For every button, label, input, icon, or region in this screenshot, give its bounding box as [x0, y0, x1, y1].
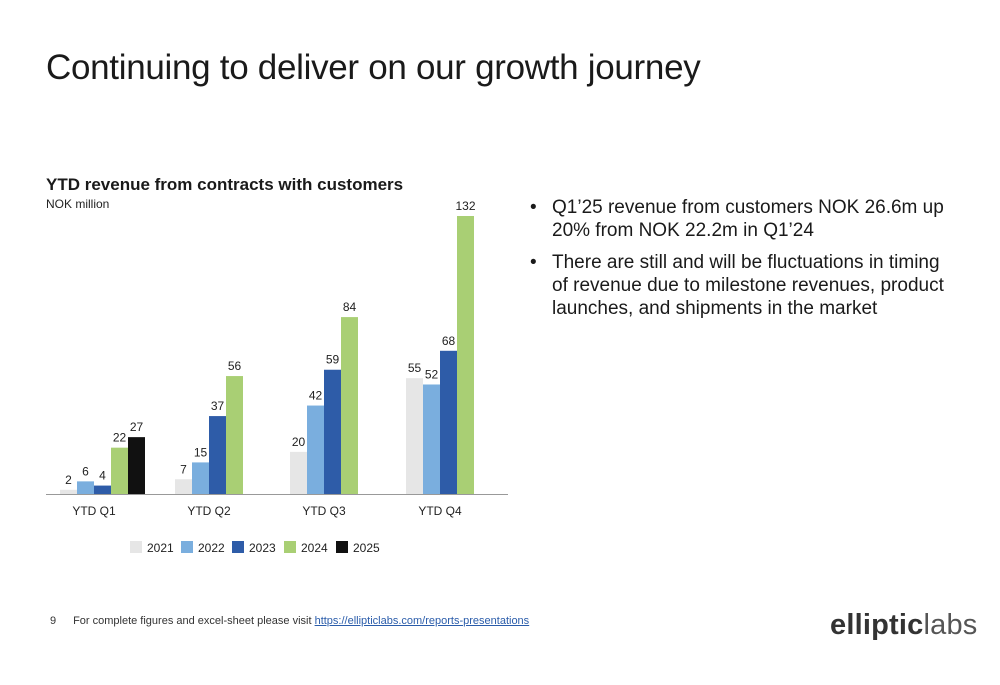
data-label: 59 [326, 353, 340, 367]
x-tick-label: YTD Q2 [187, 504, 231, 518]
chart-title: YTD revenue from contracts with customer… [46, 175, 404, 194]
data-label: 52 [425, 367, 439, 381]
data-label: 56 [228, 359, 242, 373]
legend-label: 2021 [147, 541, 174, 555]
legend-label: 2022 [198, 541, 225, 555]
data-label: 22 [113, 431, 127, 445]
logo-part-elliptic: elliptic [830, 609, 924, 641]
footer: 9 For complete figures and excel-sheet p… [50, 615, 529, 627]
logo-part-labs: labs [923, 609, 978, 641]
data-label: 27 [130, 420, 144, 434]
x-tick-label: YTD Q1 [72, 504, 116, 518]
bar-2021-1 [175, 479, 192, 494]
data-label: 2 [65, 473, 72, 487]
reports-link[interactable]: https://ellipticlabs.com/reports-present… [314, 615, 530, 627]
bar-2022-0 [77, 481, 94, 494]
bar-2024-1 [226, 376, 243, 494]
bar-2023-0 [94, 485, 111, 494]
data-label: 42 [309, 389, 323, 403]
page-number: 9 [50, 615, 57, 627]
ellipticlabs-logo: ellipticlabs [830, 609, 977, 642]
legend-swatch-2023 [232, 541, 244, 553]
legend-swatch-2025 [336, 541, 348, 553]
data-label: 55 [408, 361, 422, 375]
data-label: 37 [211, 399, 225, 413]
data-label: 7 [180, 462, 187, 476]
bar-2023-1 [209, 416, 226, 494]
bar-2024-2 [341, 317, 358, 494]
legend-label: 2024 [301, 541, 328, 555]
bar-2024-0 [111, 447, 128, 494]
legend-swatch-2024 [284, 541, 296, 553]
data-label: 6 [82, 464, 89, 478]
x-tick-label: YTD Q3 [302, 504, 346, 518]
bar-2022-2 [307, 405, 324, 494]
legend-swatch-2022 [181, 541, 193, 553]
bullet-item: There are still and will be fluctuations… [530, 251, 960, 320]
legend-swatch-2021 [130, 541, 142, 553]
bar-2023-3 [440, 350, 457, 494]
data-label: 84 [343, 300, 357, 314]
data-label: 4 [99, 469, 106, 483]
bar-2024-3 [457, 216, 474, 494]
bar-2023-2 [324, 369, 341, 494]
data-label: 15 [194, 445, 208, 459]
slide-title: Continuing to deliver on our growth jour… [46, 48, 701, 87]
bar-2022-1 [192, 462, 209, 494]
bar-2021-2 [290, 451, 307, 494]
data-label: 20 [292, 435, 306, 449]
bar-2021-0 [60, 489, 77, 494]
bar-2022-3 [423, 384, 440, 494]
footer-text: For complete figures and excel-sheet ple… [73, 615, 315, 627]
bullet-list: Q1’25 revenue from customers NOK 26.6m u… [530, 196, 960, 329]
data-label: 132 [455, 199, 475, 213]
bar-2021-3 [406, 378, 423, 494]
bullet-item: Q1’25 revenue from customers NOK 26.6m u… [530, 196, 960, 242]
legend-label: 2025 [353, 541, 380, 555]
x-tick-label: YTD Q4 [418, 504, 462, 518]
chart-unit-label: NOK million [46, 197, 110, 211]
legend-label: 2023 [249, 541, 276, 555]
bar-2025-0 [128, 437, 145, 494]
data-label: 68 [442, 334, 456, 348]
